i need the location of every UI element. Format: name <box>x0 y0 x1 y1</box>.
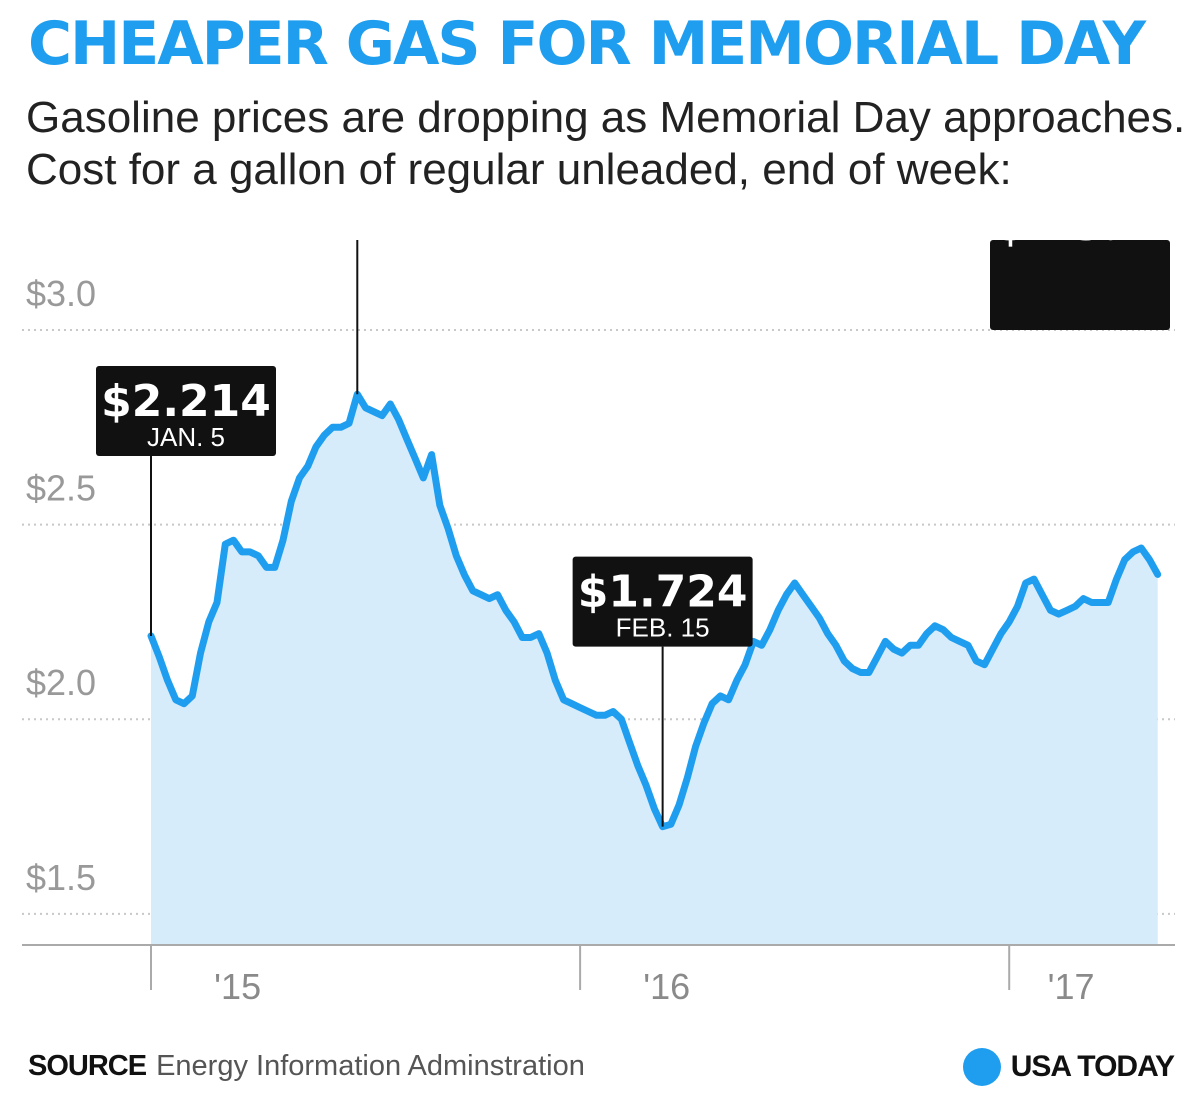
source-label: SOURCE <box>28 1050 147 1082</box>
callout-price: $2.372 <box>995 240 1165 251</box>
price-callout: $2.835JUNE 15 <box>356 240 359 395</box>
callout-date: JAN. 5 <box>147 422 225 452</box>
callout-price: $2.214 <box>101 376 271 427</box>
price-callout: $2.372MAY 8 <box>990 240 1170 330</box>
x-tick-label: '16 <box>643 966 690 1007</box>
x-tick-label: '15 <box>214 966 261 1007</box>
brand-dot-icon <box>962 1048 1001 1086</box>
chart-title: CHEAPER GAS FOR MEMORIAL DAY <box>28 9 1146 79</box>
price-area <box>151 394 1158 945</box>
callout-date: FEB. 15 <box>616 613 710 643</box>
y-axis-ticks: $3.0 $2.5 $2.0 $1.5 <box>26 273 96 898</box>
x-axis-ticks: '15 '16 '17 <box>150 945 1095 1007</box>
y-tick-label: $2.5 <box>26 468 96 509</box>
y-tick-label: $2.0 <box>26 662 96 703</box>
callout-box <box>572 556 753 647</box>
y-tick-label: $1.5 <box>26 857 96 898</box>
chart-subtitle: Gasoline prices are dropping as Memorial… <box>26 93 1186 194</box>
price-line <box>147 390 1162 831</box>
source-text: Energy Information Adminstration <box>156 1050 585 1082</box>
source-note: SOURCE Energy Information Adminstration <box>28 1050 585 1083</box>
y-tick-label: $3.0 <box>26 273 96 314</box>
callout-price: $1.724 <box>578 567 748 618</box>
brand-logo: USA TODAY <box>962 1048 1175 1086</box>
brand-name: USA TODAY <box>1010 1050 1175 1083</box>
callout-date: MAY 8 <box>1042 240 1118 246</box>
callout-box <box>96 365 276 456</box>
x-tick-label: '17 <box>1048 966 1095 1007</box>
callout-box <box>990 240 1170 330</box>
